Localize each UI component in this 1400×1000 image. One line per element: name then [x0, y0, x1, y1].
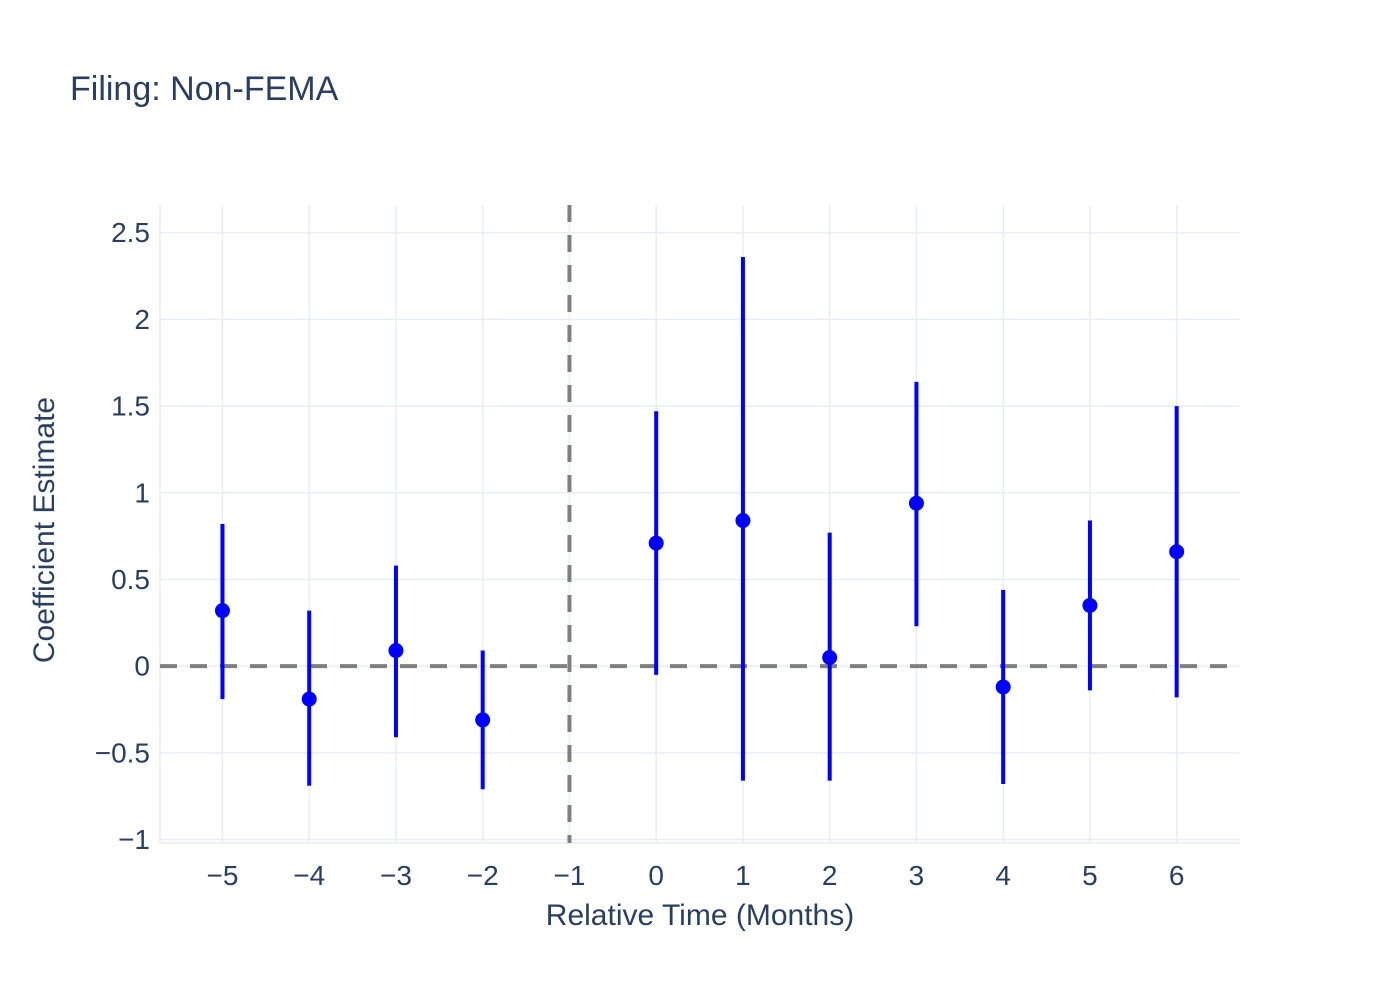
y-tick-label: 2.5	[111, 217, 150, 248]
y-tick-label: −0.5	[95, 737, 150, 768]
data-point-marker	[1169, 544, 1185, 560]
x-tick-label: −1	[553, 860, 585, 891]
data-point-marker	[995, 679, 1011, 695]
y-tick-label: −1	[118, 824, 150, 855]
x-tick-label: 0	[648, 860, 664, 891]
x-tick-label: −2	[467, 860, 499, 891]
data-point-marker	[214, 603, 230, 619]
y-tick-label: 1	[134, 477, 150, 508]
data-point-marker	[388, 643, 404, 659]
y-tick-label: 0	[134, 651, 150, 682]
data-point-marker	[822, 649, 838, 665]
data-point-marker	[735, 513, 751, 529]
data-point-marker	[301, 691, 317, 707]
x-tick-label: 2	[822, 860, 838, 891]
x-tick-label: −4	[293, 860, 325, 891]
x-tick-label: 5	[1082, 860, 1098, 891]
data-point-marker	[1082, 597, 1098, 613]
data-point-marker	[648, 535, 664, 551]
x-tick-label: 3	[909, 860, 925, 891]
chart-title: Filing: Non-FEMA	[70, 70, 339, 108]
x-tick-label: 4	[995, 860, 1011, 891]
x-tick-label: −3	[380, 860, 412, 891]
y-tick-label: 0.5	[111, 564, 150, 595]
x-tick-label: −5	[206, 860, 238, 891]
data-point-marker	[475, 712, 491, 728]
y-tick-label: 2	[134, 304, 150, 335]
x-tick-label: 1	[735, 860, 751, 891]
x-tick-label: 6	[1169, 860, 1185, 891]
y-tick-label: 1.5	[111, 391, 150, 422]
data-point-marker	[908, 495, 924, 511]
x-axis-title: Relative Time (Months)	[545, 899, 855, 932]
